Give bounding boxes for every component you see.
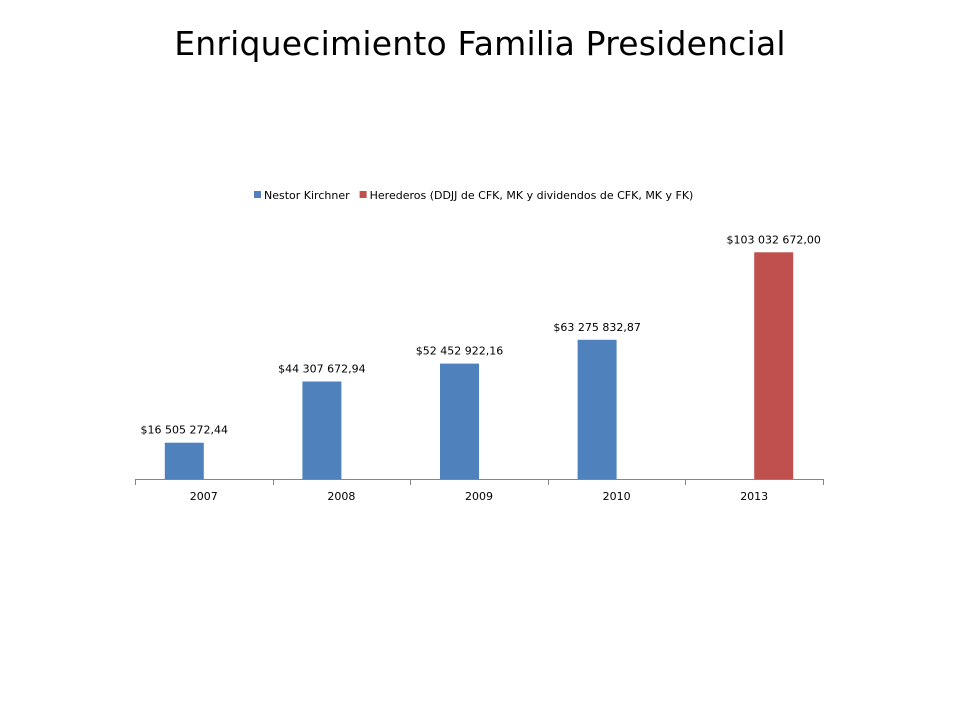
x-tick-label-2007: 2007: [190, 490, 218, 503]
bar-herederos-2013: [754, 252, 794, 479]
legend-label-nestor-kirchner: Nestor Kirchner: [264, 189, 350, 202]
value-label-2010: $63 275 832,87: [553, 321, 640, 334]
bar-nestor-kirchner-2009: [440, 363, 479, 479]
value-label-2009: $52 452 922,16: [416, 345, 503, 358]
x-tick-label-2009: 2009: [465, 490, 493, 503]
legend-label-herederos: Herederos (DDJJ de CFK, MK y dividendos …: [370, 189, 694, 202]
x-axis: 2007 2008 2009 2010 2013: [135, 479, 824, 503]
value-label-2013: $103 032 672,00: [726, 233, 820, 246]
x-tick-label-2008: 2008: [327, 490, 355, 503]
bar-nestor-kirchner-2007: [164, 442, 204, 479]
x-tick-label-2013: 2013: [740, 490, 768, 503]
legend-swatch-nestor-kirchner: [254, 191, 261, 198]
bar-nestor-kirchner-2008: [302, 381, 342, 479]
chart-legend: Nestor Kirchner Herederos (DDJJ de CFK, M…: [254, 189, 693, 202]
page-title: Enriquecimiento Familia Presidencial: [174, 24, 786, 63]
chart-bars: [164, 252, 794, 479]
chart-value-labels: $16 505 272,44 $44 307 672,94 $52 452 922,…: [141, 233, 821, 436]
value-label-2008: $44 307 672,94: [278, 363, 365, 376]
value-label-2007: $16 505 272,44: [141, 424, 228, 437]
x-tick-label-2010: 2010: [603, 490, 631, 503]
bar-nestor-kirchner-2010: [577, 339, 617, 479]
legend-swatch-herederos: [359, 191, 367, 198]
